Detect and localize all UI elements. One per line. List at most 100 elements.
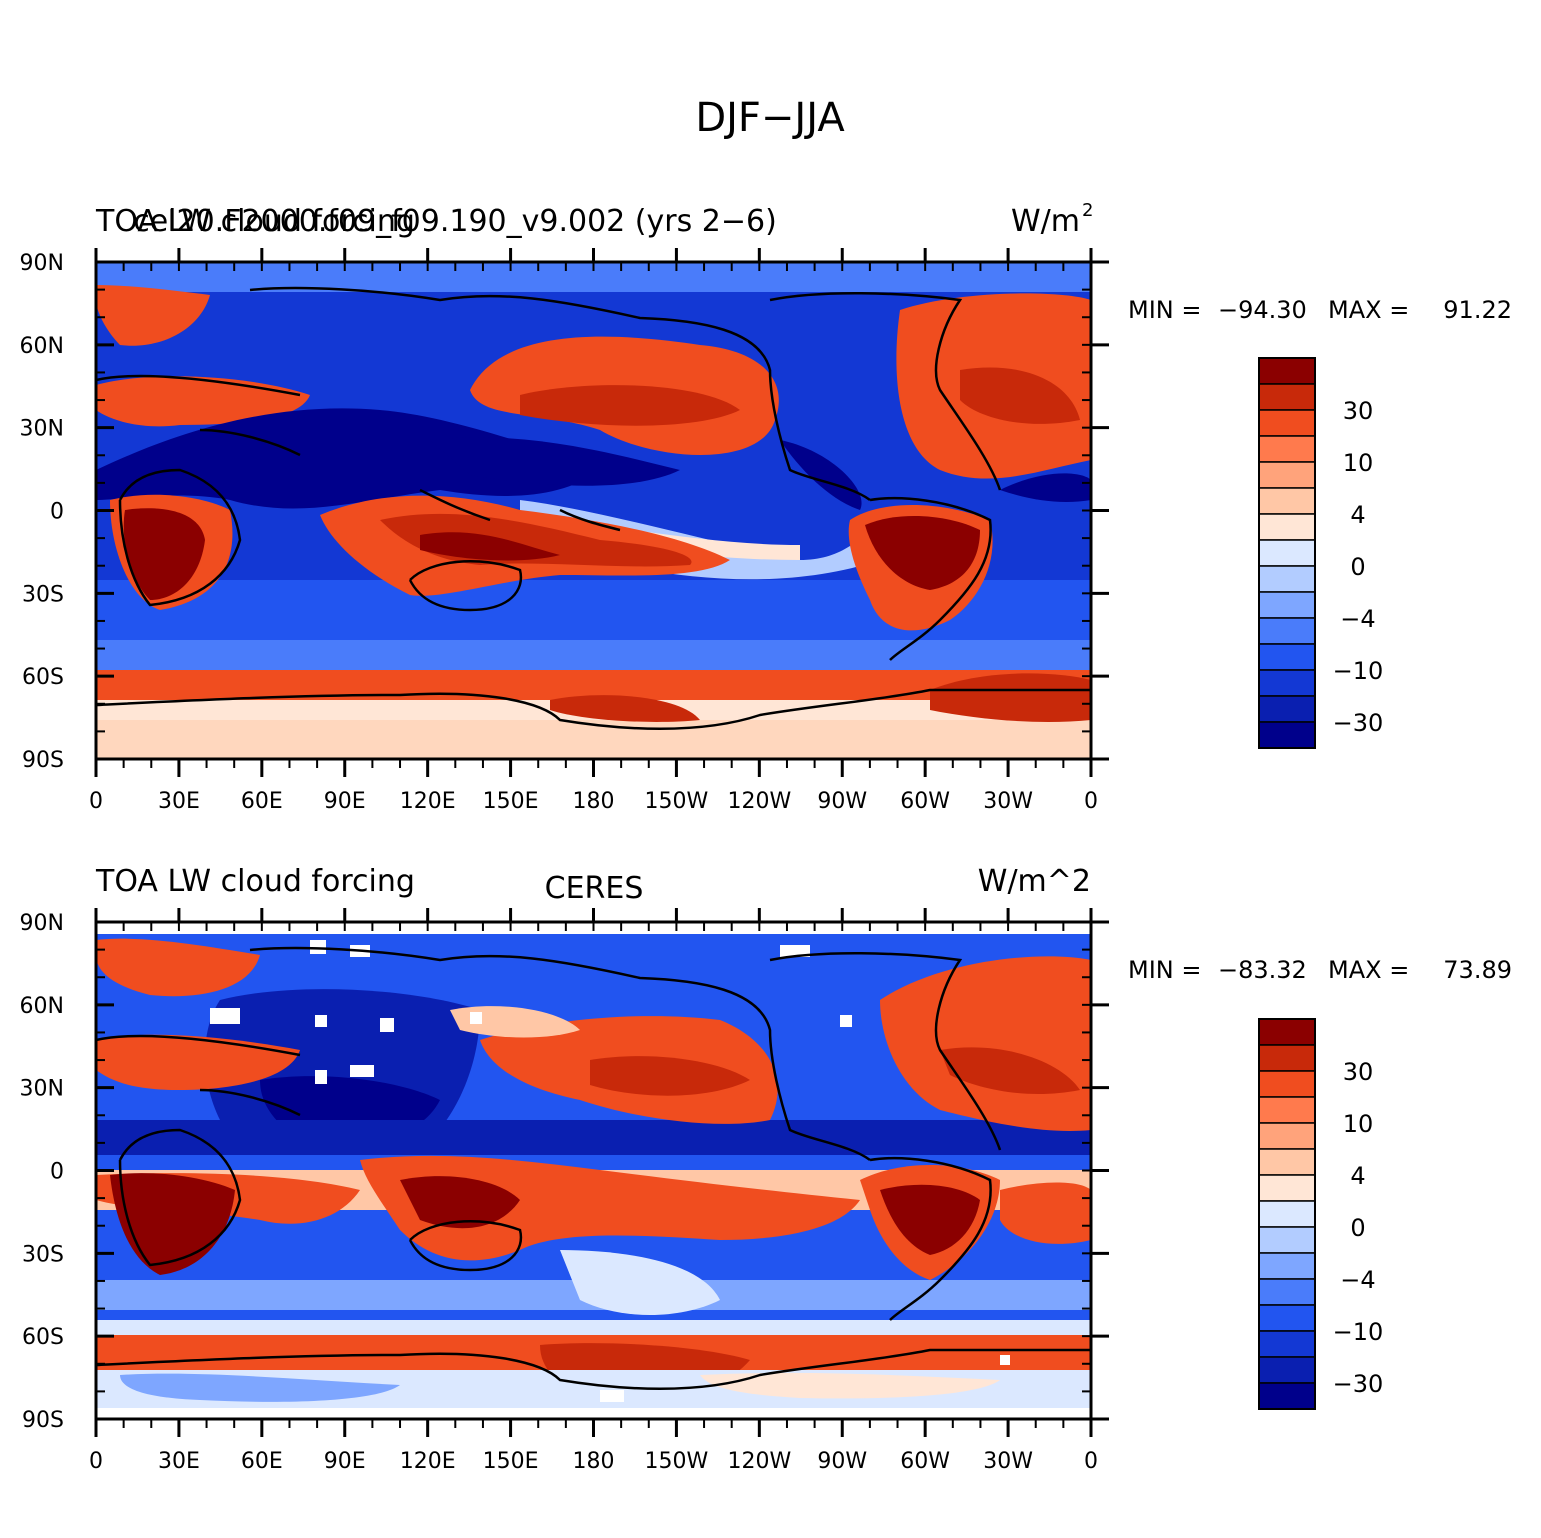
lon-label: 0 [89, 789, 103, 814]
lon-label: 0 [89, 1449, 103, 1474]
colorbar-box [1258, 617, 1316, 645]
lat-label: 0 [50, 1160, 64, 1185]
lon-label: 30W [983, 1449, 1033, 1474]
lon-label: 60E [241, 789, 283, 814]
colorbar-box [1258, 1200, 1316, 1228]
colorbar-label: −30 [1333, 1370, 1384, 1398]
colorbar-frame [1258, 357, 1316, 749]
panel-right-title: W/m^2 [978, 864, 1091, 899]
lat-label: 90S [22, 1408, 64, 1433]
colorbar-box [1258, 461, 1316, 489]
colorbar-box [1258, 1044, 1316, 1072]
lat-label: 30S [22, 582, 64, 607]
lon-label: 120W [727, 789, 791, 814]
lon-label: 150E [483, 1449, 539, 1474]
lon-label: 60W [900, 1449, 950, 1474]
colorbar-label: 0 [1350, 1214, 1365, 1242]
min-value: −83.32 [1218, 956, 1307, 984]
colorbar-box [1258, 1252, 1316, 1280]
lat-label: 90N [20, 251, 64, 276]
panel-model: TOA LW cloud forcing cel20.F2000.f09_f09… [20, 200, 1512, 814]
colorbar-box [1258, 1148, 1316, 1176]
colorbar-box [1258, 513, 1316, 541]
colorbar-box [1258, 1356, 1316, 1384]
colorbar-box [1258, 409, 1316, 437]
colorbar-label: 4 [1350, 501, 1365, 529]
colorbar-box [1258, 695, 1316, 723]
max-label: MAX = [1328, 956, 1409, 984]
lon-label: 30E [158, 1449, 200, 1474]
max-value: 73.89 [1443, 956, 1512, 984]
panel-observed: TOA LW cloud forcing CERES W/m^2 [20, 864, 1512, 1474]
colorbar-box [1258, 435, 1316, 463]
coastlines [96, 946, 1091, 1390]
lat-label: 60N [20, 334, 64, 359]
colorbar-box [1258, 1226, 1316, 1254]
lon-label: 0 [1084, 789, 1098, 814]
colorbar-box [1258, 1174, 1316, 1202]
lon-label: 180 [573, 1449, 615, 1474]
lat-label: 30S [22, 1242, 64, 1267]
lon-label: 120E [400, 1449, 456, 1474]
lon-label: 120E [400, 789, 456, 814]
panel-right-title: W/m [1011, 204, 1080, 239]
colorbar-frame [1258, 1018, 1316, 1410]
lat-label: 30N [20, 417, 64, 442]
colorbar-label: 10 [1343, 1110, 1374, 1138]
colorbar-box [1258, 1330, 1316, 1358]
colorbar-box [1258, 591, 1316, 619]
colorbar-label: −30 [1333, 709, 1384, 737]
units-text: W/m [1011, 204, 1080, 239]
lon-label: 120W [727, 1449, 791, 1474]
lon-label: 90E [324, 789, 366, 814]
colorbar-box [1258, 669, 1316, 697]
lon-label: 60W [900, 789, 950, 814]
min-label: MIN = [1128, 296, 1201, 324]
colorbar-box [1258, 1304, 1316, 1332]
lon-label: 90E [324, 1449, 366, 1474]
colorbar-box [1258, 643, 1316, 671]
lat-label: 30N [20, 1077, 64, 1102]
colorbar-box [1258, 383, 1316, 411]
colorbar-box [1258, 487, 1316, 515]
panel-left-title: TOA LW cloud forcing [95, 204, 415, 239]
lon-label: 90W [817, 1449, 867, 1474]
lon-label: 150W [645, 789, 709, 814]
colorbar-label: 30 [1343, 397, 1374, 425]
colorbar-label: −10 [1333, 1318, 1384, 1346]
axes-observed: 90N 60N 30N 0 30S 60S 90S 0 30E 60E 90E 120E 150E 180… [20, 908, 1109, 1474]
map-field-model [96, 262, 1091, 759]
lon-label: 0 [1084, 1449, 1098, 1474]
colorbar-box [1258, 1382, 1316, 1410]
colorbar-box [1258, 1018, 1316, 1046]
max-label: MAX = [1328, 296, 1409, 324]
lat-label: 90N [20, 911, 64, 936]
colorbar-box [1258, 1278, 1316, 1306]
units-superscript: 2 [1082, 200, 1093, 221]
panel-center-title: CERES [545, 871, 644, 906]
lat-label: 60S [22, 1325, 64, 1350]
lat-label: 0 [50, 500, 64, 525]
panel-left-title: TOA LW cloud forcing [95, 864, 415, 899]
lat-label: 90S [22, 748, 64, 773]
colorbar-box [1258, 1096, 1316, 1124]
max-value: 91.22 [1443, 296, 1512, 324]
panel-center-title: cel20.F2000.f09_f09.190_v9.002 (yrs 2−6) [133, 204, 777, 239]
colorbar-label: 4 [1350, 1162, 1365, 1190]
colorbar-model: 30 10 4 0 −4 −10 −30 [1258, 357, 1384, 749]
colorbar-label: −4 [1340, 605, 1375, 633]
colorbar-box [1258, 357, 1316, 385]
figure-title: DJF−JJA [695, 95, 845, 141]
min-label: MIN = [1128, 956, 1201, 984]
axes-model: 90N 60N 30N 0 30S 60S 90S 0 30E 60E 90E 120E 150E 180… [20, 248, 1109, 814]
coastlines [96, 286, 1091, 730]
lon-label: 150E [483, 789, 539, 814]
colorbar-box [1258, 721, 1316, 749]
colorbar-box [1258, 1070, 1316, 1098]
colorbar-label: 30 [1343, 1058, 1374, 1086]
colorbar-label: 0 [1350, 553, 1365, 581]
lon-label: 180 [573, 789, 615, 814]
lon-label: 90W [817, 789, 867, 814]
lat-label: 60S [22, 665, 64, 690]
